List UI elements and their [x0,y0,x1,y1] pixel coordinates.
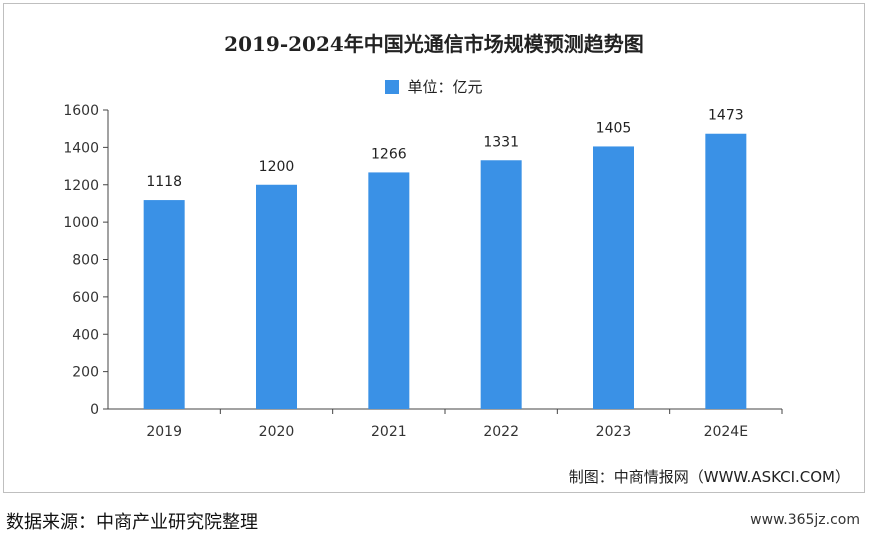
legend: 单位：亿元 [4,76,864,97]
bar [143,200,185,409]
bar [705,133,747,409]
chart-credit: 制图：中商情报网（WWW.ASKCI.COM） [568,468,850,486]
bar [593,146,634,410]
chart-panel: 2019-2024年中国光通信市场规模预测趋势图 单位：亿元 0 200 400 60… [3,3,865,493]
y-tick-label: 400 [72,327,99,343]
x-tick-label: 2019 [146,424,182,440]
chart-title: 2019-2024年中国光通信市场规模预测趋势图 [224,32,644,56]
legend-swatch [385,79,400,94]
y-tick-label: 0 [90,402,99,418]
data-label: 1200 [259,159,295,175]
x-tick-label: 2024E [704,424,748,440]
x-tick-label: 2020 [259,424,295,440]
bar [256,184,297,409]
y-tick-label: 200 [72,365,99,381]
bar-chart: 0 200 400 600 800 1000 1200 1400 1600 1118 2019 120… [63,103,783,440]
data-label: 1331 [483,134,519,150]
y-tick-label: 600 [72,290,99,306]
site-watermark: www.365jz.com [750,512,860,528]
x-tick-label: 2021 [371,424,407,440]
data-label: 1405 [596,120,632,136]
y-tick-label: 1400 [63,140,99,156]
y-tick-label: 1000 [63,215,99,231]
bar [368,172,410,409]
x-tick-label: 2023 [596,424,632,440]
data-source: 数据来源：中商产业研究院整理 [6,512,258,533]
data-label: 1266 [371,146,407,162]
data-label: 1473 [708,108,744,124]
bar [480,160,522,409]
y-tick-label: 800 [72,253,99,269]
y-tick-label: 1600 [63,103,99,119]
legend-label: 单位：亿元 [407,78,483,96]
x-tick-label: 2022 [483,424,519,440]
y-tick-label: 1200 [63,178,99,194]
data-label: 1118 [146,174,182,190]
